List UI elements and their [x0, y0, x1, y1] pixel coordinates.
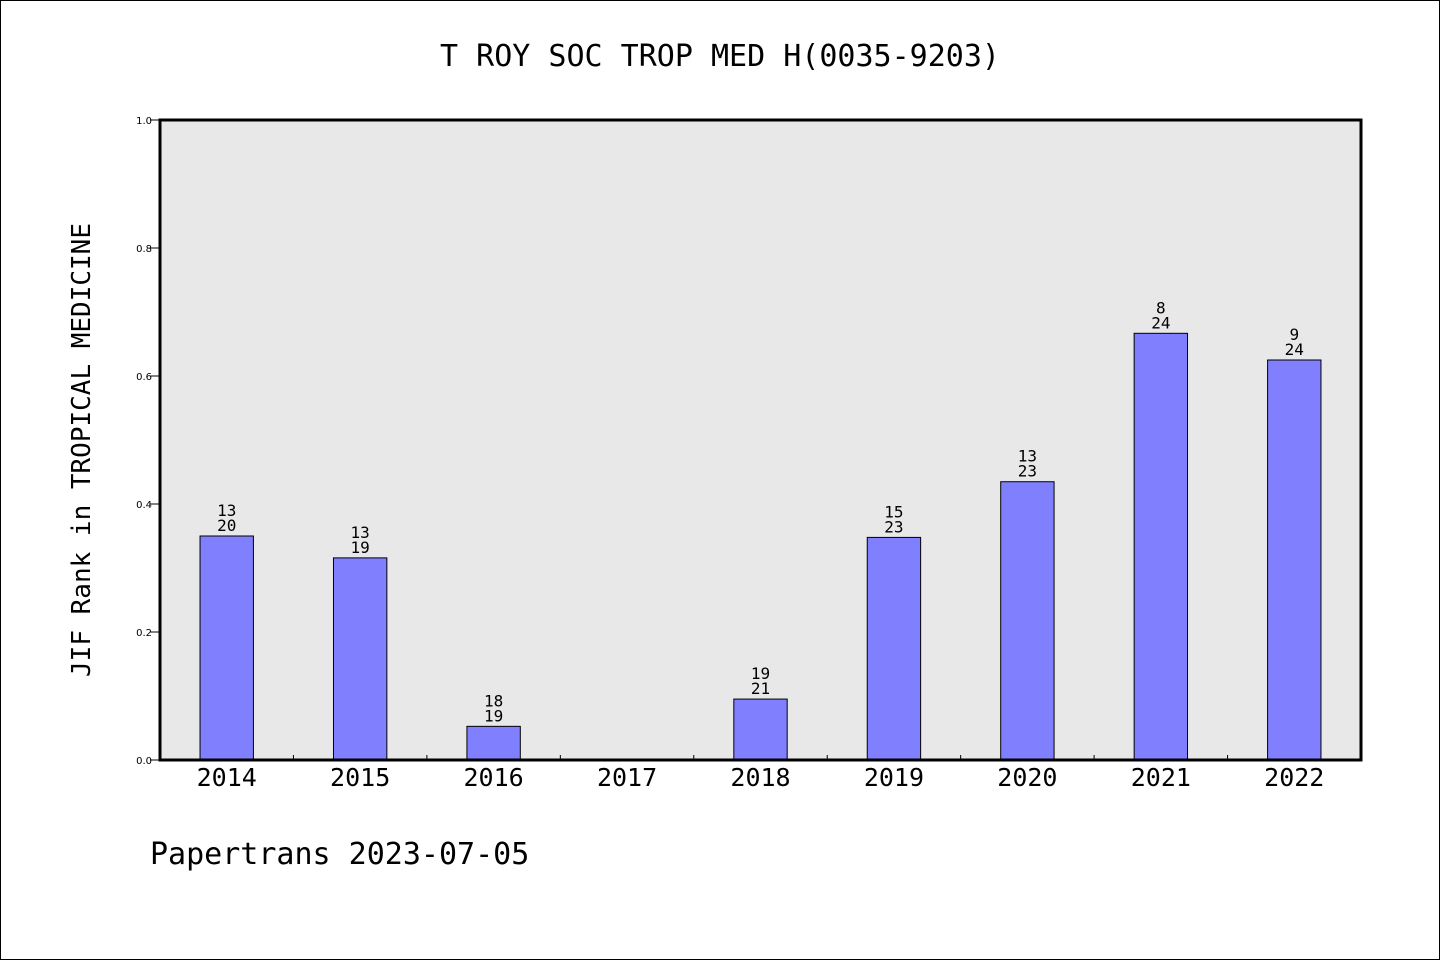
- x-ticks-group: 2014 2015 2016 2017 2018 2019 2020 2021 2022: [197, 755, 1324, 792]
- x-tick-label: 2021: [1131, 763, 1191, 792]
- bar-rank-label: 19: [751, 664, 770, 683]
- chart-title: T ROY SOC TROP MED H(0035-9203): [440, 39, 1000, 74]
- bar-rank-label: 15: [884, 502, 903, 521]
- bar: [1133, 332, 1189, 761]
- bar-total-label: 24: [1151, 313, 1170, 332]
- y-tick-label: 1.0: [136, 116, 152, 127]
- bar-total-label: 23: [884, 517, 903, 536]
- bar-total-label: 19: [351, 538, 370, 557]
- bar-rank-label: 8: [1156, 298, 1166, 317]
- bar: [199, 535, 254, 761]
- x-tick-label: 2022: [1264, 763, 1324, 792]
- x-tick-label: 2017: [597, 763, 657, 792]
- bar: [1267, 359, 1322, 761]
- bar-rank-label: 13: [351, 523, 370, 542]
- bar: [733, 698, 788, 761]
- y-tick-label: 0.0: [136, 756, 152, 767]
- plot-border: [158, 118, 1363, 762]
- bar-total-label: 19: [484, 706, 503, 725]
- x-tick-label: 2014: [197, 763, 257, 792]
- x-tick-label: 2016: [464, 763, 524, 792]
- bar-rank-label: 18: [484, 691, 503, 710]
- bar-rank-label: 13: [217, 501, 236, 520]
- bar-rank-label: 9: [1289, 325, 1299, 344]
- y-tick-label: 0.2: [136, 628, 152, 639]
- y-axis-label: JIF Rank in TROPICAL MEDICINE: [67, 223, 97, 677]
- x-tick-label: 2020: [997, 763, 1057, 792]
- x-tick-label: 2015: [330, 763, 390, 792]
- y-tick-label: 0.4: [136, 500, 152, 511]
- footer-text: Papertrans 2023-07-05: [150, 837, 529, 872]
- x-tick-label: 2018: [730, 763, 790, 792]
- bar-total-label: 23: [1018, 462, 1037, 481]
- bar-total-label: 20: [217, 516, 236, 535]
- bar-total-label: 24: [1285, 340, 1304, 359]
- bar-rank-label: 13: [1018, 447, 1037, 466]
- bar-total-label: 21: [751, 679, 770, 698]
- x-tick-label: 2019: [864, 763, 924, 792]
- bar: [466, 725, 521, 761]
- y-ticks-group: 0.0 0.2 0.4 0.6 0.8 1.0: [136, 116, 160, 767]
- bar: [866, 536, 922, 761]
- y-tick-label: 0.6: [136, 372, 152, 383]
- y-tick-label: 0.8: [136, 244, 152, 255]
- bar: [332, 557, 388, 761]
- bar: [1000, 481, 1055, 761]
